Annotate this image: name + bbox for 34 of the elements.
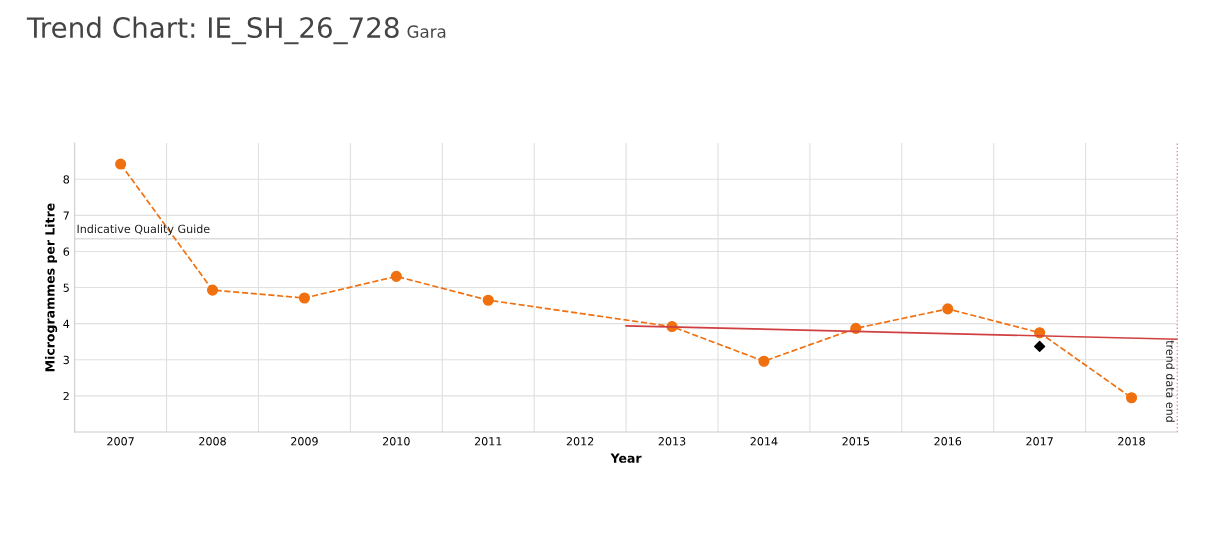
x-axis-title: Year — [610, 453, 642, 463]
point — [390, 270, 402, 282]
y-tick-label: 8 — [63, 175, 70, 184]
ref-line-label: Indicative Quality Guide — [77, 224, 210, 236]
y-tick-label: 6 — [63, 247, 70, 256]
x-tick-label: 2007 — [107, 437, 134, 446]
ref-line-label: trend data end — [1166, 340, 1175, 422]
point — [1034, 340, 1046, 353]
x-tick-label: 2018 — [1118, 437, 1145, 446]
point — [482, 294, 494, 306]
point — [206, 284, 219, 296]
x-tick-label: 2009 — [291, 437, 318, 446]
y-tick-label: 4 — [63, 319, 70, 328]
point — [758, 355, 770, 367]
y-tick-label: 3 — [63, 355, 69, 365]
x-tick-label: 2013 — [658, 437, 686, 446]
x-tick-label: 2016 — [934, 437, 962, 446]
chart-subtitle: Gara — [407, 25, 446, 38]
x-tick-label: 2011 — [474, 437, 502, 446]
x-tick-label: 2014 — [750, 437, 778, 446]
x-tick-label: 2015 — [842, 437, 869, 446]
point — [1125, 392, 1138, 404]
chart-title: Trend Chart: IE_SH_26_728 — [26, 16, 399, 45]
y-tick-label: 5 — [63, 283, 69, 292]
y-axis-title: Microgrammes per Litre — [44, 203, 58, 372]
point — [942, 303, 954, 315]
point — [115, 158, 127, 170]
x-tick-label: 2012 — [566, 437, 594, 446]
y-tick-label: 2 — [63, 391, 69, 401]
point — [298, 292, 310, 304]
x-tick-label: 2008 — [199, 437, 226, 446]
x-tick-label: 2017 — [1026, 437, 1053, 446]
y-tick-label: 7 — [63, 211, 69, 220]
x-tick-label: 2010 — [383, 437, 410, 446]
